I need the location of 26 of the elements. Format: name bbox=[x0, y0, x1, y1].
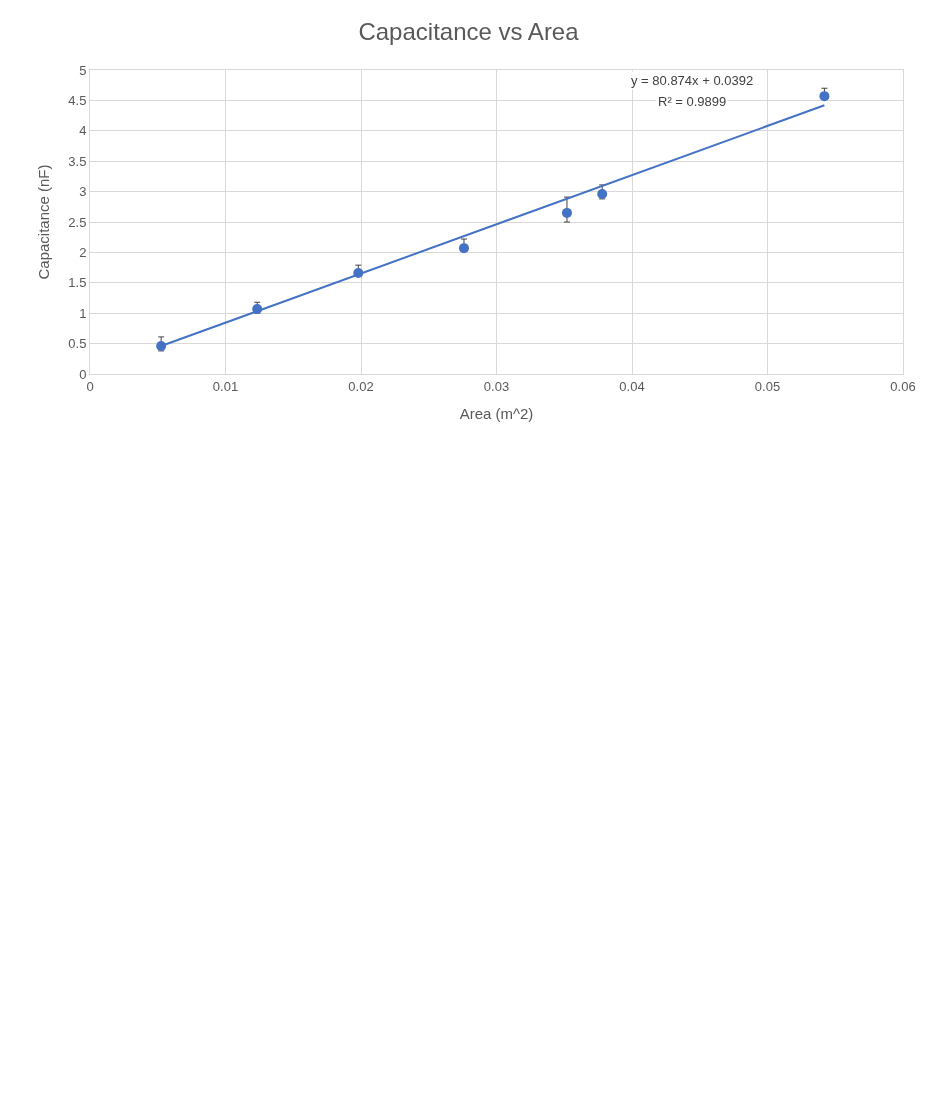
y-tick-label: 1.5 bbox=[68, 275, 87, 291]
point bbox=[819, 91, 830, 102]
x-axis-title: Area (m^2) bbox=[459, 404, 534, 422]
annotation: y = 80.874x + 0.0392 bbox=[631, 73, 754, 88]
y-tick-label: 0.5 bbox=[68, 336, 87, 352]
annotation: R² = 0.9899 bbox=[658, 94, 727, 109]
x-tick-label: 0.04 bbox=[619, 378, 645, 394]
y-tick-label: 2.5 bbox=[68, 214, 87, 230]
y-tick-label: 0 bbox=[79, 366, 87, 382]
x-tick-label: 0.02 bbox=[348, 378, 374, 394]
y-tick-label: 3.5 bbox=[68, 153, 87, 169]
point bbox=[561, 207, 572, 218]
x-tick-label: 0.03 bbox=[483, 378, 510, 394]
point bbox=[458, 243, 469, 254]
chart-title: Capacitance vs Area bbox=[358, 17, 580, 45]
x-tick-label: 0.05 bbox=[754, 378, 781, 394]
y-tick-label: 4.5 bbox=[68, 92, 87, 108]
point bbox=[597, 189, 608, 200]
y-axis-title: Capacitance (nF) bbox=[34, 164, 52, 280]
y-tick-label: 5 bbox=[79, 62, 87, 78]
y-tick-label: 2 bbox=[79, 244, 87, 260]
y-tick-label: 4 bbox=[79, 123, 87, 139]
x-tick-label: 0.06 bbox=[890, 378, 916, 394]
y-tick-label: 1 bbox=[79, 305, 87, 321]
y-tick-label: 3 bbox=[79, 184, 87, 200]
x-tick-label: 0.01 bbox=[212, 378, 239, 394]
